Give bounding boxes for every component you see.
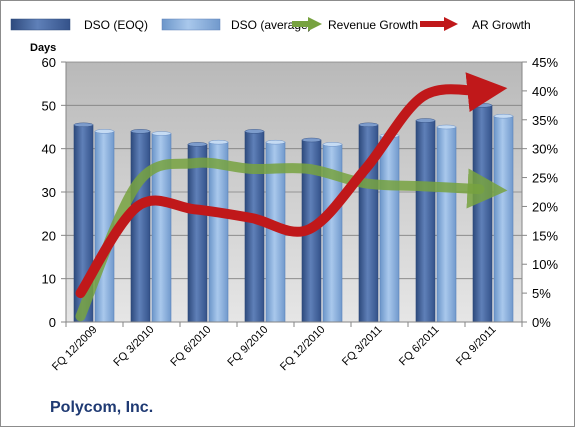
- bar-top: [415, 118, 436, 123]
- line-revenue-growth: [75, 157, 508, 322]
- legend-label: AR Growth: [472, 18, 531, 32]
- y2-tick-label: 15%: [532, 228, 558, 243]
- y2-tick-label: 35%: [532, 113, 558, 128]
- bar-top: [436, 124, 457, 130]
- x-tick-label: FQ 9/2010: [225, 324, 270, 369]
- bar-top: [358, 122, 379, 128]
- bar-top: [472, 103, 493, 108]
- x-tick-label: FQ 9/2011: [454, 324, 499, 369]
- legend-item-dso-average: DSO (average): [161, 18, 312, 32]
- bar-dso-eoq: [415, 120, 436, 323]
- bar-dso-average: [436, 126, 457, 323]
- y2-tick-label: 10%: [532, 257, 558, 272]
- bar-dso-eoq: [472, 105, 493, 323]
- bar-dso-eoq: [244, 131, 265, 323]
- bar-top: [244, 129, 265, 134]
- y-tick-label: 60: [42, 55, 56, 70]
- bar-top: [94, 129, 115, 134]
- bar-dso-eoq: [130, 131, 151, 323]
- bar-top: [187, 142, 208, 147]
- bar-top: [73, 122, 94, 128]
- y2-tick-label: 20%: [532, 199, 558, 214]
- bar-top: [130, 129, 151, 134]
- bar-top: [322, 142, 343, 147]
- bar-dso-eoq: [187, 144, 208, 323]
- y2-tick-label: 30%: [532, 142, 558, 157]
- legend: DSO (EOQ) DSO (average) Revenue Growth A…: [10, 17, 531, 32]
- y-tick-label: 10: [42, 272, 56, 287]
- legend-item-ar-growth: AR Growth: [420, 17, 531, 32]
- x-tick-label: FQ 12/2009: [50, 324, 100, 374]
- y-axis-title: Days: [30, 42, 56, 54]
- y-tick-label: 20: [42, 228, 56, 243]
- bar-top: [265, 139, 286, 145]
- line-ar-growth: [75, 72, 508, 299]
- y2-tick-label: 25%: [532, 171, 558, 186]
- legend-item-revenue-growth: Revenue Growth: [292, 17, 418, 32]
- bar-top: [151, 131, 172, 136]
- y-tick-label: 50: [42, 98, 56, 113]
- y2-tick-label: 40%: [532, 84, 558, 99]
- bar-top: [301, 137, 322, 143]
- x-tick-label: FQ 6/2010: [168, 324, 213, 369]
- x-tick-label: FQ 3/2011: [340, 324, 385, 369]
- x-tick-label: FQ 3/2010: [111, 324, 156, 369]
- y-tick-label: 40: [42, 142, 56, 157]
- y2-tick-label: 0%: [532, 315, 551, 330]
- legend-label: DSO (EOQ): [84, 18, 148, 32]
- y2-tick-label: 45%: [532, 55, 558, 70]
- bar-dso-average: [493, 115, 514, 323]
- y2-tick-label: 5%: [532, 286, 551, 301]
- company-name: Polycom, Inc.: [50, 399, 154, 416]
- x-tick-label: FQ 12/2010: [278, 324, 328, 374]
- bar-top: [493, 113, 514, 119]
- legend-label: Revenue Growth: [328, 18, 418, 32]
- x-tick-label: FQ 6/2011: [397, 324, 442, 369]
- y-tick-label: 30: [42, 185, 56, 200]
- bar-dso-average: [379, 135, 400, 323]
- legend-item-dso-eoq: DSO (EOQ): [10, 18, 148, 32]
- bar-top: [208, 139, 229, 145]
- y-tick-label: 0: [49, 315, 56, 330]
- legend-label: DSO (average): [231, 18, 312, 32]
